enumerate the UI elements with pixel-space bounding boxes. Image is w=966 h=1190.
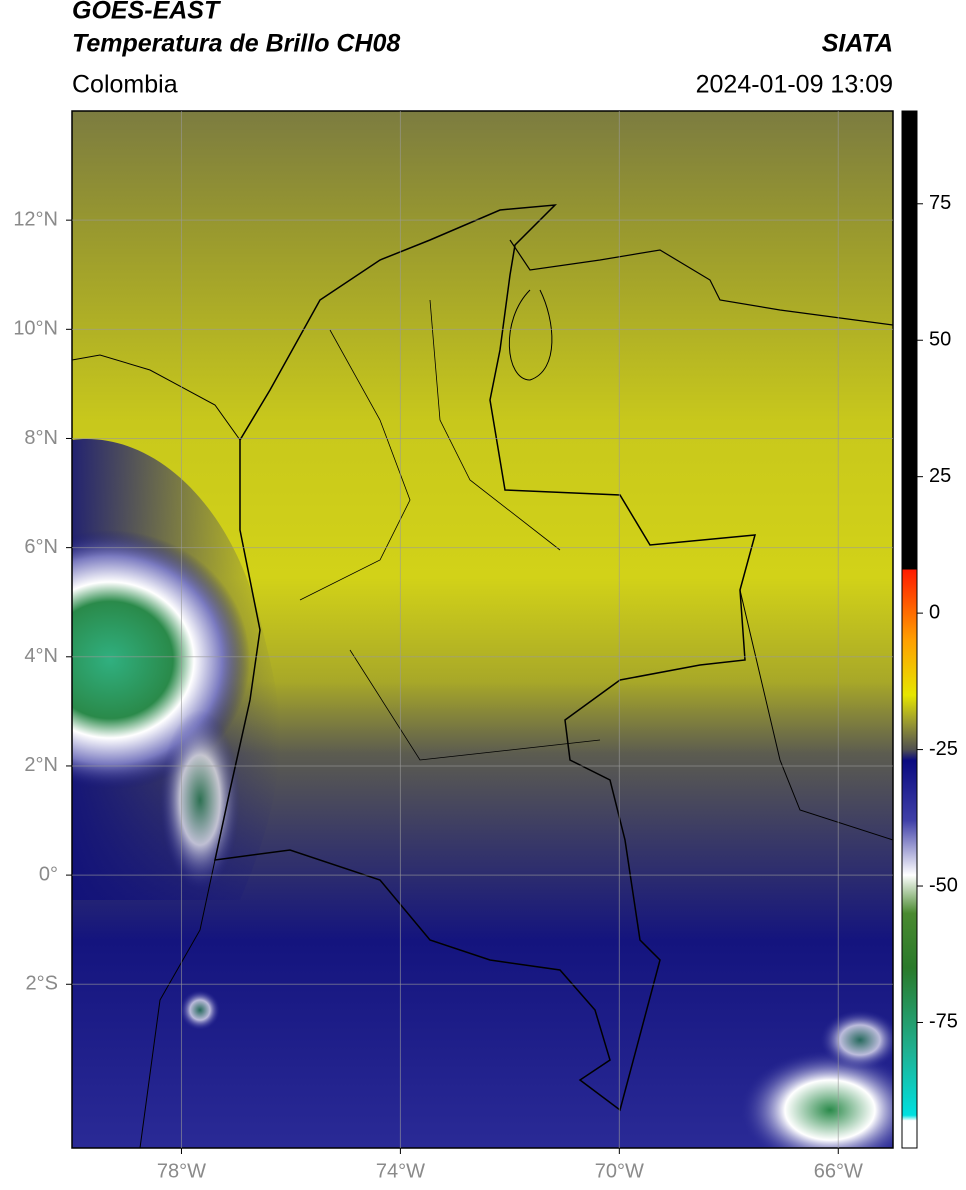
- colorbar-tick-label: -75: [929, 1011, 958, 1033]
- title: GOES-EAST: [72, 0, 222, 25]
- x-tick-label: 70°W: [595, 1160, 644, 1182]
- y-tick-label: 4°N: [24, 645, 58, 667]
- colorbar-tick-label: 75: [929, 192, 951, 214]
- y-tick-label: 10°N: [13, 318, 58, 340]
- colorbar: [901, 110, 918, 1149]
- datetime: 2024-01-09 13:09: [696, 71, 893, 99]
- satellite-image: [72, 111, 893, 1148]
- x-tick-label: 78°W: [157, 1160, 206, 1182]
- y-tick-label: 12°N: [13, 208, 58, 230]
- y-tick-label: 6°N: [24, 536, 58, 558]
- colorbar-tick-label: 50: [929, 329, 951, 351]
- colorbar-tick-label: -50: [929, 874, 958, 896]
- colorbar-tick-label: 25: [929, 465, 951, 487]
- y-tick-label: 2°S: [26, 973, 58, 995]
- y-tick-label: 2°N: [24, 754, 58, 776]
- region: Colombia: [72, 71, 178, 99]
- x-tick-label: 74°W: [376, 1160, 425, 1182]
- map-frame: [71, 110, 894, 1149]
- x-tick-label: 66°W: [814, 1160, 863, 1182]
- colorbar-tick-label: 0: [929, 601, 940, 623]
- y-tick-label: 0°: [39, 863, 58, 885]
- y-tick-label: 8°N: [24, 427, 58, 449]
- colorbar-tick-label: -25: [929, 738, 958, 760]
- subtitle: Temperatura de Brillo CH08: [72, 30, 400, 58]
- source: SIATA: [822, 30, 893, 58]
